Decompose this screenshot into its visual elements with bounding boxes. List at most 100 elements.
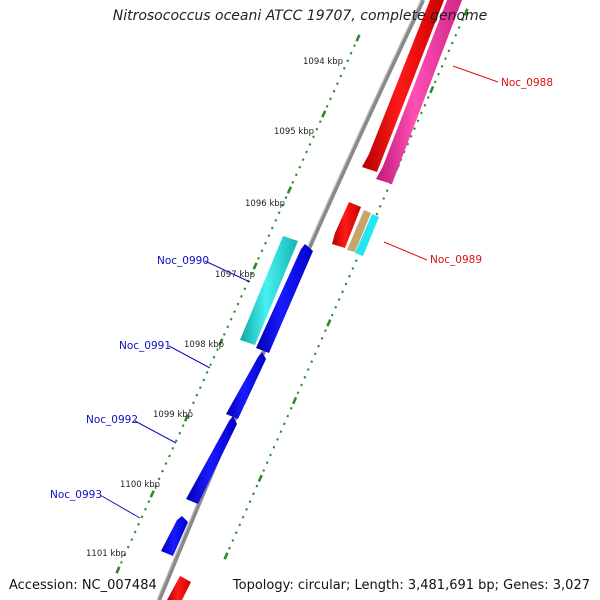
gene-cyan-noc-0989[interactable] xyxy=(355,214,379,256)
minor-tick xyxy=(437,72,440,76)
major-tick xyxy=(326,319,332,327)
minor-tick xyxy=(342,66,346,70)
minor-tick xyxy=(277,211,281,215)
minor-tick xyxy=(433,80,437,84)
minor-tick xyxy=(270,226,274,230)
minor-tick xyxy=(250,272,254,276)
minor-tick xyxy=(229,317,233,321)
minor-tick xyxy=(240,294,243,298)
minor-tick xyxy=(188,408,192,412)
minor-tick xyxy=(171,446,175,450)
forward-strand-genes xyxy=(161,236,313,556)
major-tick xyxy=(463,8,469,16)
tick-label: 1100 kbp xyxy=(120,480,160,490)
minor-tick xyxy=(341,290,344,294)
gene-pink-noc-0988[interactable] xyxy=(376,0,462,184)
minor-tick xyxy=(450,41,454,45)
genome-stats-text: Topology: circular; Length: 3,481,691 bp… xyxy=(232,578,590,593)
minor-tick xyxy=(231,539,235,542)
minor-tick xyxy=(423,103,427,107)
minor-tick xyxy=(301,158,305,162)
minor-tick xyxy=(205,370,209,374)
minor-tick xyxy=(284,196,288,200)
minor-tick xyxy=(257,256,260,260)
gene-cyan-noc-0990[interactable] xyxy=(240,236,298,345)
outer-tick-marks xyxy=(115,34,361,574)
minor-tick xyxy=(120,560,123,564)
minor-tick xyxy=(255,484,259,488)
minor-tick xyxy=(178,431,182,435)
gene-tan-noc-0989[interactable] xyxy=(347,210,371,252)
minor-tick xyxy=(202,378,206,382)
tick-label: 1101 kbp xyxy=(86,549,126,559)
minor-tick xyxy=(409,134,413,138)
reverse-strand-genes xyxy=(167,0,462,600)
major-tick xyxy=(286,186,293,194)
minor-tick xyxy=(289,406,293,410)
minor-tick xyxy=(181,424,185,428)
minor-tick xyxy=(195,393,199,397)
minor-tick xyxy=(349,51,353,55)
minor-tick xyxy=(212,355,216,359)
minor-tick xyxy=(233,310,236,314)
minor-tick xyxy=(126,545,130,549)
gene-label-noc-0990[interactable]: Noc_0990 xyxy=(157,255,209,267)
gene-label-noc-0993[interactable]: Noc_0993 xyxy=(50,489,102,501)
minor-tick xyxy=(348,274,351,278)
major-tick xyxy=(429,85,435,94)
tick-label: 1097 kbp xyxy=(215,270,255,280)
tick-label: 1094 kbp xyxy=(303,57,343,67)
minor-tick xyxy=(378,204,382,208)
minor-tick xyxy=(164,462,168,466)
minor-tick xyxy=(245,507,248,511)
minor-tick xyxy=(308,142,312,146)
minor-tick xyxy=(461,18,464,22)
tick-label: 1099 kbp xyxy=(153,410,193,420)
minor-tick xyxy=(339,74,343,78)
minor-tick xyxy=(267,234,271,238)
gene-red-noc-0988[interactable] xyxy=(362,0,444,172)
minor-tick xyxy=(243,287,247,291)
gene-red-noc-0989[interactable] xyxy=(332,202,361,248)
gene-label-noc-0989[interactable]: Noc_0989 xyxy=(430,254,482,266)
minor-tick xyxy=(236,302,240,306)
minor-tick xyxy=(130,538,134,542)
minor-tick xyxy=(457,26,461,29)
minor-tick xyxy=(133,530,137,534)
minor-tick xyxy=(265,461,269,465)
minor-tick xyxy=(157,477,161,481)
minor-tick xyxy=(330,313,334,317)
minor-tick xyxy=(168,454,171,458)
gene-blue-noc-0991[interactable] xyxy=(226,352,266,419)
minor-tick xyxy=(420,111,423,115)
minor-tick xyxy=(238,523,242,527)
major-tick xyxy=(149,490,155,498)
gene-label-noc-0992[interactable]: Noc_0992 xyxy=(86,414,138,426)
minor-tick xyxy=(140,515,144,519)
label-connectors xyxy=(99,65,499,519)
minor-tick xyxy=(444,57,447,61)
minor-tick xyxy=(454,33,458,37)
gene-red-bottom[interactable] xyxy=(167,576,191,600)
gene-blue-noc-0990[interactable] xyxy=(256,244,313,353)
minor-tick xyxy=(264,241,267,245)
minor-tick xyxy=(154,484,158,488)
gene-label-noc-0991[interactable]: Noc_0991 xyxy=(119,340,171,352)
gene-blue-noc-0993[interactable] xyxy=(161,516,188,556)
minor-tick xyxy=(317,344,320,348)
minor-tick xyxy=(226,325,230,329)
minor-tick xyxy=(260,249,264,253)
tick-label: 1098 kbp xyxy=(184,340,224,350)
major-tick xyxy=(252,262,258,270)
tick-label: 1096 kbp xyxy=(245,199,285,209)
minor-tick xyxy=(198,386,202,390)
minor-tick xyxy=(375,212,379,216)
minor-tick xyxy=(298,165,302,169)
minor-tick xyxy=(353,44,356,48)
minor-tick xyxy=(137,522,140,526)
gene-blue-noc-0992[interactable] xyxy=(186,416,237,504)
gene-label-noc-0988[interactable]: Noc_0988 xyxy=(501,77,553,89)
minor-tick xyxy=(315,127,319,131)
minor-tick xyxy=(282,422,286,426)
major-tick xyxy=(355,34,361,42)
